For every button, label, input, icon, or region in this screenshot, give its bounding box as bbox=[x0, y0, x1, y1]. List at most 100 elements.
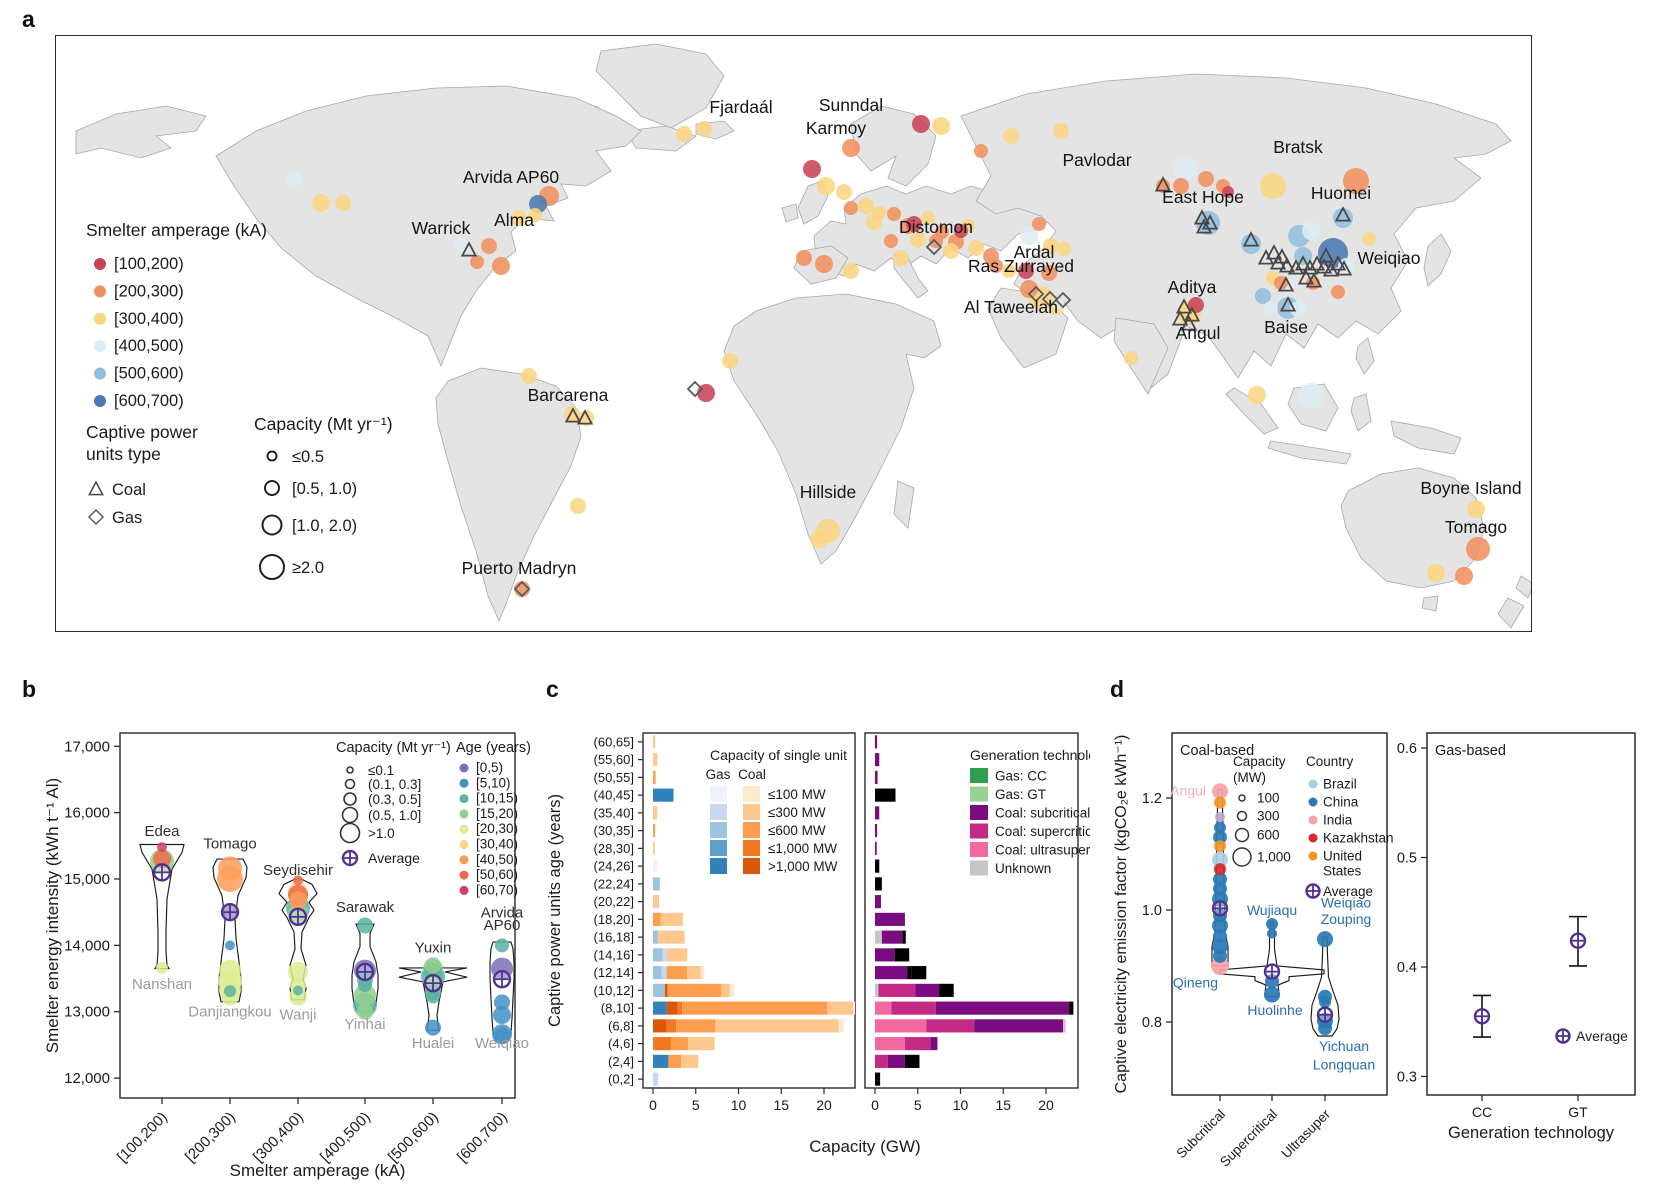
bar-segment bbox=[670, 1037, 689, 1051]
bar-segment bbox=[668, 1054, 682, 1068]
smelter-point bbox=[1248, 386, 1266, 404]
bar-segment bbox=[875, 1054, 888, 1068]
bar-segment bbox=[891, 1001, 936, 1015]
average-marker bbox=[1305, 883, 1321, 899]
legend-item-label: Coal: supercritical bbox=[995, 824, 1090, 839]
map-place-label: Distomon bbox=[899, 217, 973, 237]
y-tick-label: 15,000 bbox=[64, 871, 110, 888]
map-place-label: Baise bbox=[1264, 317, 1308, 337]
smelter-point bbox=[1333, 208, 1353, 228]
bar-segment bbox=[658, 930, 685, 944]
landmass bbox=[1423, 233, 1452, 287]
landmass bbox=[595, 43, 725, 129]
legend-item-label: Unknown bbox=[995, 861, 1051, 876]
plant-name-label: Huolinhe bbox=[1247, 1002, 1302, 1018]
smelter-name-label: Seydisehir bbox=[263, 862, 333, 879]
legend-item-label: [600,700) bbox=[114, 392, 184, 410]
smelter-name-label: Wanji bbox=[280, 1007, 317, 1024]
panel-d-letter: d bbox=[1110, 676, 1125, 702]
legend-item-label: [40,50) bbox=[476, 852, 518, 867]
coal-triangle-icon bbox=[576, 409, 594, 425]
smelter-point bbox=[1466, 537, 1490, 561]
smelter-point bbox=[954, 224, 968, 238]
legend-color-dot bbox=[459, 855, 469, 865]
smelter-point bbox=[1290, 301, 1306, 317]
coal-triangle-icon bbox=[1171, 310, 1189, 326]
bar-segment bbox=[666, 948, 688, 962]
legend-size-circle bbox=[259, 554, 285, 580]
plant-data-point bbox=[1214, 796, 1226, 809]
legend-item-label: [10,15) bbox=[476, 791, 518, 806]
legend-item-label: (0.3, 0.5] bbox=[368, 792, 421, 807]
map-labels-layer: Fjardaál Sunndal Karmoy Arvida AP60 Alma Warr… bbox=[412, 95, 1522, 578]
bar-segment bbox=[664, 983, 668, 997]
x-tick-label: GT bbox=[1568, 1104, 1588, 1120]
bar-segment bbox=[700, 966, 705, 980]
bar-segment bbox=[653, 1019, 667, 1033]
plot-border bbox=[864, 732, 1079, 1089]
bar-segment bbox=[676, 1019, 716, 1033]
landmass bbox=[1267, 440, 1352, 465]
bar-segment bbox=[729, 983, 735, 997]
plant-name-label: Wujiaqu bbox=[1247, 902, 1297, 918]
y-tick-label: (35,40] bbox=[594, 805, 634, 820]
plant-name-label: Angul bbox=[1170, 782, 1206, 798]
legend-color-dot bbox=[1308, 851, 1318, 861]
smelter-data-point bbox=[426, 989, 440, 1004]
smelter-name-label: Yinhai bbox=[344, 1016, 385, 1033]
coal-triangle-icon bbox=[1301, 259, 1319, 275]
plant-data-point bbox=[1317, 931, 1333, 948]
coal-triangle-icon bbox=[1315, 258, 1333, 274]
y-tick-label: (55,60] bbox=[594, 752, 634, 767]
bar-segment bbox=[904, 1037, 931, 1051]
bar-segment bbox=[653, 912, 661, 926]
legend-item-label: [60,70) bbox=[476, 882, 518, 897]
smelter-point bbox=[1455, 567, 1473, 585]
coal-triangle-icon bbox=[1257, 249, 1275, 265]
coal-triangle-icon bbox=[1297, 269, 1315, 285]
smelter-point bbox=[1302, 222, 1320, 240]
smelter-point bbox=[722, 353, 738, 369]
bar-segment bbox=[915, 983, 940, 997]
legend-swatch bbox=[970, 786, 988, 802]
smelter-point bbox=[570, 498, 586, 514]
smelter-point bbox=[884, 234, 898, 248]
map-place-label: Fjardaál bbox=[709, 97, 772, 117]
landmass bbox=[1515, 575, 1531, 599]
map-legend: Smelter amperage (kA) [100,200) [200,300) [… bbox=[86, 220, 393, 580]
legend-item-label: [30,40) bbox=[476, 837, 518, 852]
coal-triangle-icon bbox=[1334, 206, 1352, 222]
y-tick-label: (14,16] bbox=[594, 947, 634, 962]
panel-c-letter: c bbox=[546, 676, 559, 702]
gas-diamond-icon bbox=[925, 238, 943, 256]
smelter-point bbox=[1427, 564, 1445, 582]
y-tick-label: (16,18] bbox=[594, 930, 634, 945]
smelter-point bbox=[1032, 217, 1046, 231]
smelter-point bbox=[1331, 285, 1345, 299]
y-tick-label: (22,24] bbox=[594, 876, 634, 891]
legend-color-dot bbox=[459, 763, 469, 773]
average-marker bbox=[288, 907, 308, 927]
plant-data-point bbox=[1264, 986, 1280, 1003]
legend-size-circle bbox=[1238, 794, 1246, 802]
bar-segment bbox=[677, 1001, 683, 1015]
legend-item-label: ≤0.1 bbox=[368, 763, 394, 778]
gas-diamond-icon bbox=[1041, 290, 1059, 308]
legend-item-label: Gas bbox=[112, 509, 142, 527]
y-axis-title: Captive power units age (years) bbox=[546, 794, 564, 1027]
smelter-name-label: Danjiangkou bbox=[188, 1003, 271, 1020]
legend-item-label: States bbox=[1323, 864, 1362, 879]
bar-segment bbox=[930, 1037, 938, 1051]
landmass bbox=[1390, 420, 1462, 455]
map-place-label: Barcarena bbox=[528, 385, 609, 405]
bar-segment bbox=[662, 948, 667, 962]
smelter-point bbox=[989, 259, 1003, 273]
plant-name-label: Weiqiao bbox=[1321, 894, 1372, 910]
map-place-label: Sunndal bbox=[819, 95, 883, 115]
y-tick-label: 17,000 bbox=[64, 738, 110, 755]
bar-segment bbox=[875, 895, 881, 909]
legend-color-dot bbox=[1308, 815, 1318, 825]
bar-segment bbox=[653, 983, 665, 997]
legend-size-circle bbox=[264, 480, 280, 496]
y-tick-label: (60,65] bbox=[594, 734, 634, 749]
